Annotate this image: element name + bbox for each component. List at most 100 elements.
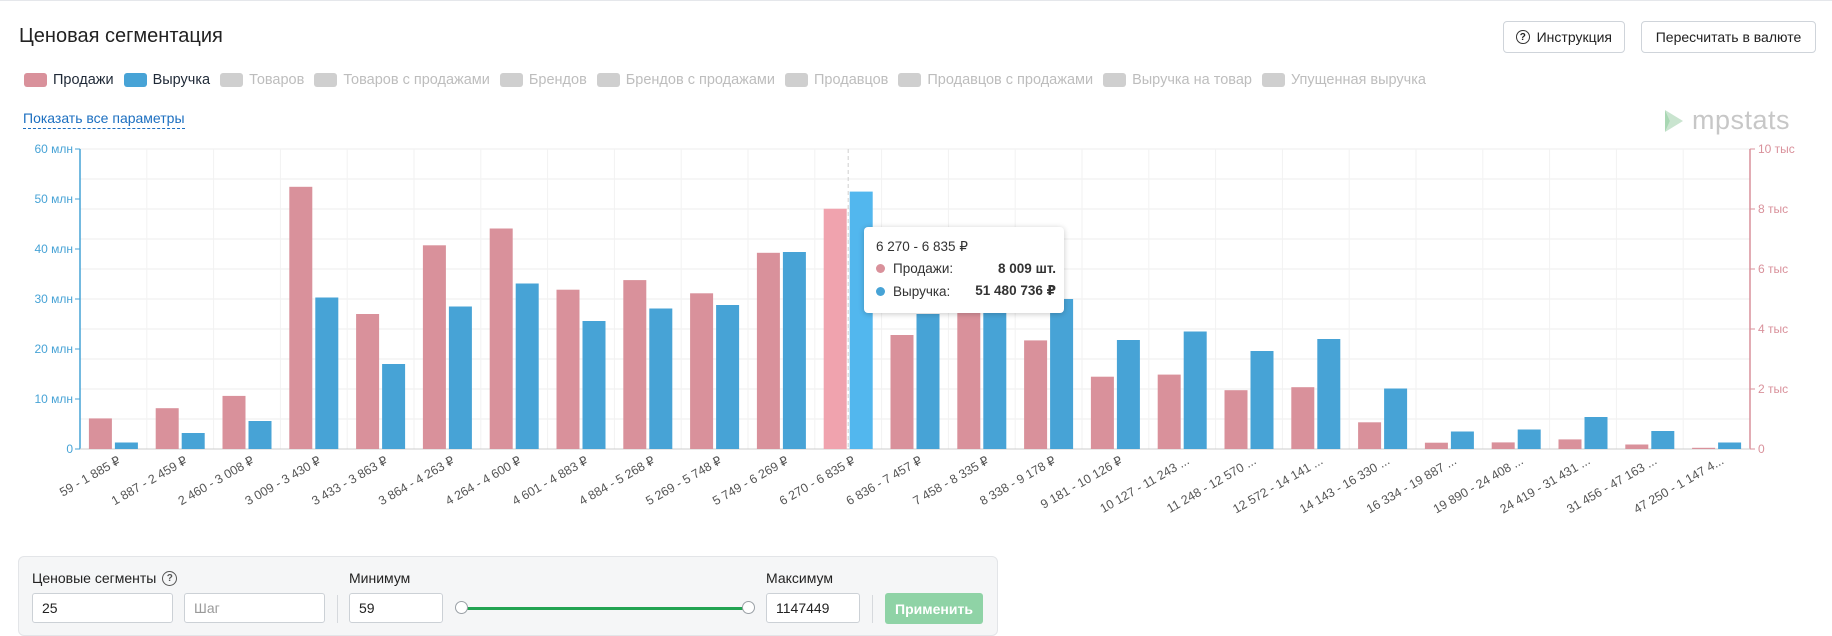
sales-bar [1024,340,1048,449]
y-right-tick-label: 2 тыс [1758,382,1788,396]
revenue-bar [114,442,138,449]
sales-bar [289,186,313,450]
tooltip-range: 6 270 - 6 835 ₽ [876,239,968,254]
min-label: Минимум [349,570,411,586]
legend-item[interactable]: Продажи [24,72,114,88]
revenue-bar [448,306,472,449]
max-label: Максимум [766,570,833,586]
step-input[interactable] [184,593,325,623]
legend-label: Брендов с продажами [625,72,775,88]
show-all-parameters-link[interactable]: Показать все параметры [23,110,185,129]
revenue-bar [1718,442,1742,449]
tooltip-sales-value: 8 009 шт. [998,261,1056,276]
segments-help-icon[interactable]: ? [162,570,178,586]
tooltip-row-revenue: Выручка: 51 480 736 ₽ [876,283,1056,299]
instruction-button-label: Инструкция [1536,29,1612,45]
legend-swatch [499,73,523,87]
revenue-bar [649,308,673,449]
recalculate-currency-button[interactable]: Пересчитать в валюте [1641,21,1816,53]
sales-bar [823,208,847,449]
legend-item[interactable]: Товаров с продажами [314,72,490,88]
page-title: Ценовая сегментация [19,25,223,47]
max-price-input[interactable] [766,593,860,623]
mpstats-logo: mpstats [1663,105,1790,136]
legend-item[interactable]: Брендов с продажами [596,72,775,88]
legend-swatch [785,73,808,87]
legend-swatch [220,73,244,87]
y-left-tick-label: 50 млн [34,192,73,206]
legend-label: Продавцов [814,72,889,88]
revenue-bar [1651,431,1675,449]
legend-item[interactable]: Выручка [123,72,211,88]
legend-swatch [1261,73,1285,87]
legend-label: Товаров [249,72,305,88]
legend-label: Выручка [152,72,211,88]
sales-bar [1558,439,1582,449]
sales-bar [1424,442,1448,449]
y-right-tick-label: 0 [1758,442,1765,456]
y-left-tick-label: 30 млн [34,292,73,306]
legend-swatch [24,73,47,87]
sales-bar [890,335,914,449]
sales-bar [1291,387,1315,449]
legend-label: Продавцов с продажами [927,72,1094,88]
revenue-bar [1584,417,1608,449]
slider-min-handle[interactable] [455,601,468,614]
sales-bar [1090,376,1114,449]
revenue-dot-icon [876,286,885,296]
segments-label-text: Ценовые сегменты [32,570,157,586]
sales-bar [222,395,246,449]
y-left-tick-label: 10 млн [34,392,73,406]
legend-label: Упущенная выручка [1290,72,1426,88]
apply-button[interactable]: Применить [885,593,983,624]
y-right-tick-label: 8 тыс [1758,202,1788,216]
slider-max-handle[interactable] [742,601,755,614]
revenue-bar [1050,299,1074,449]
sales-bar [623,280,647,449]
tooltip-revenue-label: Выручка: [893,283,951,299]
revenue-bar [1317,339,1341,449]
sales-bar [1625,444,1649,449]
min-price-input[interactable] [349,593,443,623]
revenue-bar [716,305,740,449]
revenue-bar [248,421,272,449]
legend-item[interactable]: Продавцов [785,72,888,88]
y-left-tick-label: 0 [66,442,73,456]
legend-item[interactable]: Упущенная выручка [1261,72,1426,88]
chart-tooltip: 6 270 - 6 835 ₽ Продажи: 8 009 шт. Выруч… [864,227,1064,313]
legend-swatch [596,73,620,87]
sales-bar [1692,447,1716,449]
legend-label: Продажи [53,72,114,88]
logo-text: mpstats [1692,105,1791,135]
revenue-bar [1384,388,1408,449]
segments-count-input[interactable] [32,593,173,623]
revenue-bar [1517,429,1541,449]
y-right-tick-label: 4 тыс [1758,322,1788,336]
tooltip-sales-label: Продажи: [893,261,954,276]
legend-label: Брендов [528,72,587,88]
legend-item[interactable]: Выручка на товар [1103,72,1252,88]
sales-bar [356,314,380,449]
y-right-tick-label: 10 тыс [1758,142,1795,156]
instruction-button[interactable]: ? Инструкция [1503,21,1625,53]
revenue-bar [315,297,339,449]
legend-item[interactable]: Брендов [499,72,587,88]
sales-bar [957,309,981,449]
legend-item[interactable]: Продавцов с продажами [898,72,1093,88]
revenue-bar [1250,351,1274,449]
sales-bar [756,252,780,449]
sales-bar [489,228,513,449]
legend-item[interactable]: Товаров [220,72,304,88]
revenue-bar [983,309,1007,449]
segments-label: Ценовые сегменты ? [32,570,178,586]
help-icon: ? [1516,30,1530,44]
sales-bar [556,289,580,449]
y-right-tick-label: 6 тыс [1758,262,1788,276]
legend-swatch [1103,73,1127,87]
revenue-bar [181,433,205,449]
revenue-bar [515,283,539,449]
price-range-slider[interactable] [462,607,748,610]
sales-bar [155,408,179,449]
legend-label: Товаров с продажами [343,72,490,88]
